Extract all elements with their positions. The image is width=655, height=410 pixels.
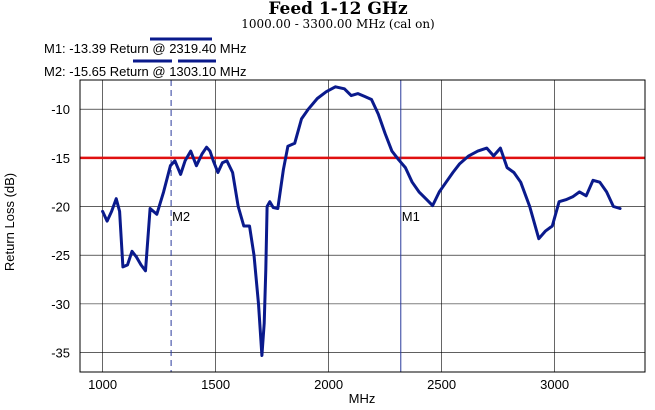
chart-subtitle: 1000.00 - 3300.00 MHz (cal on)	[241, 17, 434, 31]
marker-readouts: M1: -13.39 Return @ 2319.40 MHz M2: -15.…	[44, 37, 247, 79]
x-tick-label: 1000	[88, 377, 117, 392]
plot-border	[79, 79, 646, 373]
x-tick-label: 2500	[427, 377, 456, 392]
tick-labels: 1000 1500 2000 2500 3000 -10 -15 -20 -25 -30 -35	[51, 102, 569, 392]
plot-background	[80, 80, 645, 372]
plot-frame	[79, 79, 646, 373]
series-line-0	[101, 85, 622, 357]
y-tick-label: -35	[51, 346, 70, 361]
y-tick-label: -30	[51, 297, 70, 312]
y-axis-label: Return Loss (dB)	[2, 173, 17, 271]
m2-readout: M2: -15.65 Return @ 1303.10 MHz	[44, 64, 247, 79]
chart-title: Feed 1-12 GHz	[268, 0, 408, 19]
marker-label-m2: M2	[172, 209, 190, 224]
y-tick-label: -10	[51, 102, 70, 117]
marker-label-m1: M1	[402, 209, 420, 224]
x-tick-label: 2000	[314, 377, 343, 392]
y-tick-label: -25	[51, 248, 70, 263]
marker-lines: M1 M2	[170, 80, 420, 372]
series-group	[101, 85, 622, 357]
x-tick-label: 1500	[201, 377, 230, 392]
plot-area	[80, 80, 645, 372]
x-axis-label: MHz	[349, 391, 376, 406]
y-tick-label: -15	[51, 151, 70, 166]
y-tick-label: -20	[51, 200, 70, 215]
x-tick-label: 3000	[540, 377, 569, 392]
m1-readout: M1: -13.39 Return @ 2319.40 MHz	[44, 41, 247, 56]
